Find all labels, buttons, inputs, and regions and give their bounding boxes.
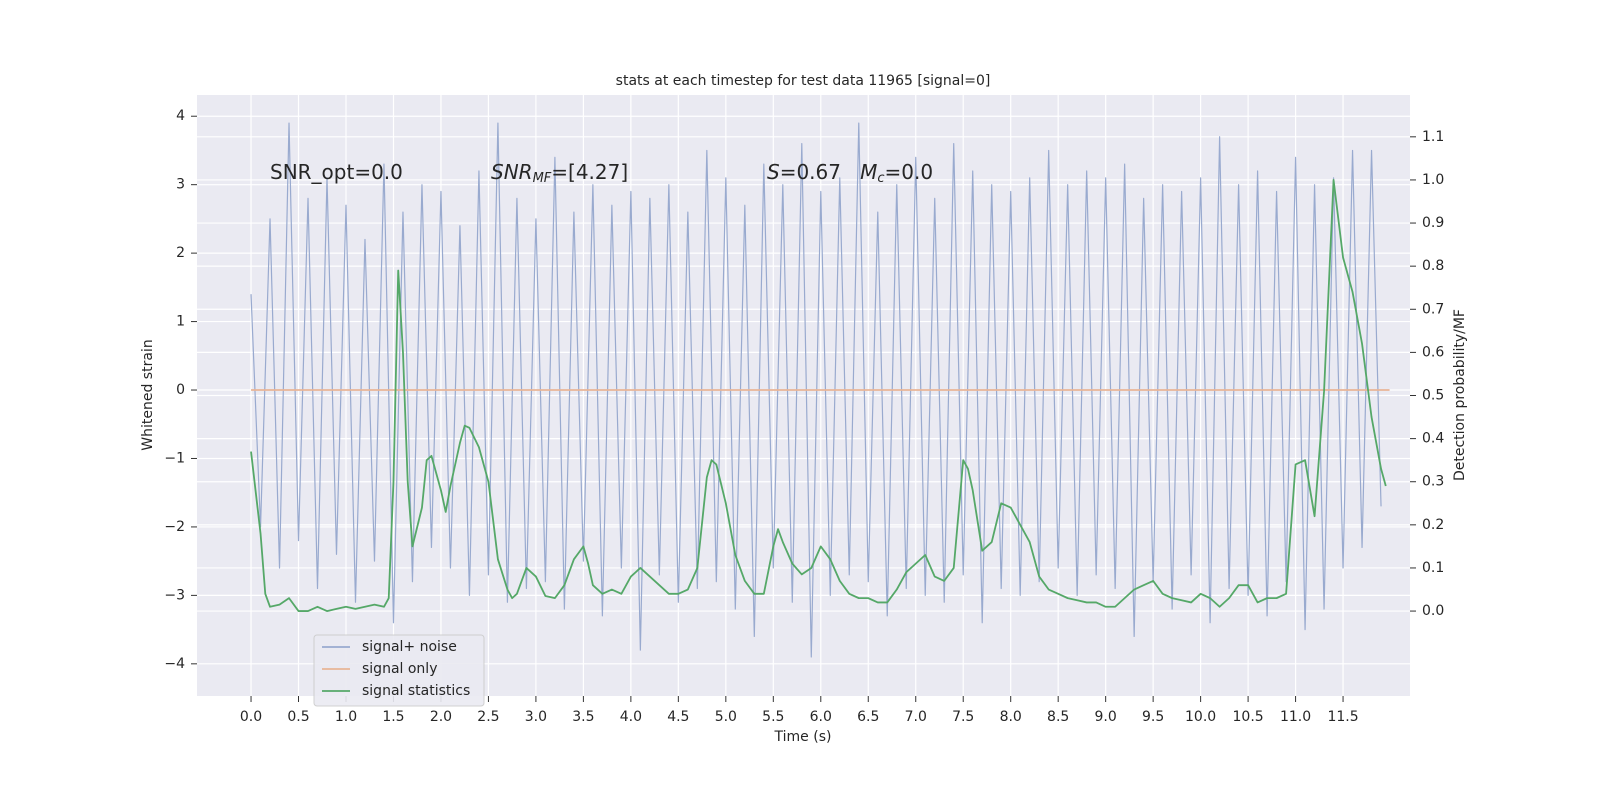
legend-label: signal+ noise [362,639,457,655]
y-tick-label: −3 [164,587,185,603]
y2-tick-label: 0.5 [1422,388,1444,404]
y2-tick-label: 0.1 [1422,560,1444,576]
x-tick-label: 4.0 [620,709,642,725]
y-tick-label: 3 [176,177,185,193]
legend-label: signal statistics [362,683,470,699]
chart-title: stats at each timestep for test data 119… [616,73,991,89]
y2-tick-label: 1.1 [1422,129,1444,145]
x-tick-label: 1.0 [335,709,357,725]
x-tick-label: 5.5 [762,709,784,725]
y2-tick-label: 1.0 [1422,172,1444,188]
annotation-part: c [877,171,884,186]
y-tick-label: 2 [176,245,185,261]
x-tick-label: 10.5 [1233,709,1264,725]
y-tick-label: −2 [164,519,185,535]
annotation-part: S [767,160,780,184]
legend: signal+ noise signal only signal statistic… [313,634,485,707]
x-tick-label: 0.5 [287,709,309,725]
marks [250,122,1390,658]
x-tick-label: 8.5 [1047,709,1069,725]
x-tick-label: 6.0 [810,709,832,725]
y2-tick-label: 0.6 [1422,344,1444,360]
x-tick-label: 6.5 [857,709,879,725]
y-tick-label: −4 [164,656,185,672]
y2-tick-label: 0.0 [1422,603,1444,619]
x-tick-label: 8.0 [1000,709,1022,725]
annotation-part: M [533,171,544,186]
annotation: SNRMF=[4.27] [491,160,628,186]
annotation-part: SNR [491,160,533,184]
annotation: S=0.67 Mc=0.0 [767,160,933,186]
x-tick-label: 1.5 [382,709,404,725]
x-axis-label: Time (s) [774,729,832,745]
y2-tick-label: 0.9 [1422,215,1444,231]
x-tick-label: 11.0 [1280,709,1311,725]
series-line [250,179,1387,612]
annotation-part: SNR_opt=0.0 [270,160,403,184]
x-tick-label: 11.5 [1327,709,1358,725]
legend-box [313,634,485,707]
x-tick-label: 2.5 [477,709,499,725]
y-tick-label: 1 [176,314,185,330]
annotations: SNR_opt=0.0 SNRMF=[4.27] S=0.67 Mc=0.0 [270,160,933,186]
x-tick-label: 3.5 [572,709,594,725]
y2-tick-label: 0.2 [1422,517,1444,533]
annotation-part: M [860,160,877,184]
x-tick-label: 0.0 [240,709,262,725]
y2-tick-label: 0.3 [1422,474,1444,490]
x-tick-label: 2.0 [430,709,452,725]
x-tick-label: 9.0 [1095,709,1117,725]
y-tick-label: −1 [164,450,185,466]
annotation-part: =0.67 [780,160,860,184]
x-tick-label: 5.0 [715,709,737,725]
y-tick-label: 0 [176,382,185,398]
y2-tick-label: 0.8 [1422,258,1444,274]
annotation: SNR_opt=0.0 [270,160,403,184]
legend-label: signal only [362,661,437,677]
y2-axis-label: Detection probability/MF [1452,309,1468,481]
annotation-part: F [544,171,552,186]
x-tick-label: 3.0 [525,709,547,725]
x-tick-label: 7.5 [952,709,974,725]
y2-tick-label: 0.7 [1422,301,1444,317]
y-tick-label: 4 [176,108,185,124]
y2-tick-label: 0.4 [1422,431,1444,447]
x-tick-label: 4.5 [667,709,689,725]
annotation-part: =[4.27] [551,160,628,184]
annotation-part: =0.0 [885,160,934,184]
y-axis-label: Whitened strain [140,339,156,450]
x-tick-label: 7.0 [905,709,927,725]
x-tick-label: 9.5 [1142,709,1164,725]
x-tick-label: 10.0 [1185,709,1216,725]
series-line [250,122,1382,658]
